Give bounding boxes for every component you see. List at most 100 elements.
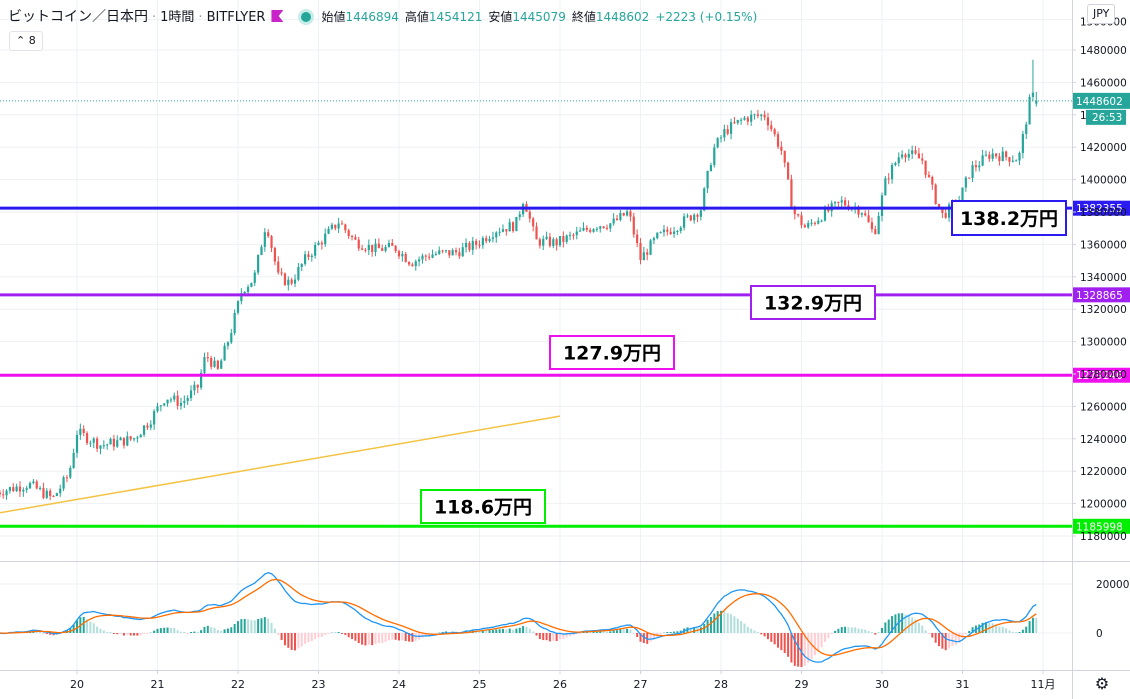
- candle-body: [478, 244, 481, 246]
- macd-histogram-bar: [391, 633, 394, 640]
- macd-histogram-bar: [854, 627, 857, 633]
- candle-body: [310, 255, 313, 257]
- macd-histogram-bar: [488, 629, 491, 633]
- candle-body: [860, 213, 863, 215]
- currency-button[interactable]: JPY: [1087, 4, 1116, 24]
- macd-histogram-bar: [894, 614, 897, 633]
- macd-histogram-bar: [300, 633, 303, 647]
- candle-body: [112, 438, 115, 447]
- macd-histogram-bar: [283, 633, 286, 646]
- candle-body: [1031, 92, 1035, 97]
- macd-histogram-bar: [277, 633, 280, 636]
- candle-body: [786, 162, 790, 180]
- macd-histogram-bar: [387, 633, 390, 641]
- candle-body: [314, 244, 317, 256]
- gear-icon[interactable]: ⚙: [1094, 674, 1110, 693]
- macd-histogram-bar: [344, 633, 347, 635]
- macd-histogram-bar: [414, 633, 417, 641]
- macd-histogram-bar: [1021, 629, 1024, 633]
- candle-body: [142, 425, 146, 435]
- macd-histogram-bar: [357, 633, 360, 644]
- macd-histogram-bar: [599, 631, 602, 633]
- macd-histogram-bar: [444, 631, 447, 633]
- candle-body: [1021, 133, 1024, 154]
- exchange-label: BITFLYER: [206, 10, 266, 25]
- candle-body: [85, 433, 89, 444]
- macd-histogram-bar: [491, 629, 494, 633]
- candle-body: [783, 150, 786, 163]
- macd-histogram-bar: [532, 631, 535, 633]
- interval-label[interactable]: 1時間: [160, 10, 195, 25]
- candle-body: [468, 242, 471, 250]
- macd-histogram-bar: [978, 624, 981, 633]
- macd-histogram-bar: [589, 632, 592, 633]
- candle-body: [471, 240, 474, 250]
- candle-body: [1011, 160, 1014, 162]
- candle-body: [1035, 100, 1038, 104]
- macd-histogram-bar: [830, 633, 833, 635]
- candle-body: [535, 226, 538, 240]
- macd-histogram-bar: [931, 633, 934, 638]
- candle-body: [230, 333, 233, 343]
- macd-histogram-bar: [210, 627, 213, 633]
- candle-body: [49, 490, 52, 496]
- candle-body: [371, 244, 374, 252]
- macd-histogram-bar: [605, 631, 608, 633]
- candle-body: [689, 215, 692, 221]
- macd-histogram-bar: [408, 633, 411, 642]
- macd-histogram-bar: [220, 630, 223, 633]
- candle-body: [505, 229, 508, 232]
- macd-histogram-bar: [287, 633, 290, 648]
- candle-body: [579, 230, 582, 232]
- candle-body: [357, 239, 360, 249]
- candle-body: [451, 250, 454, 256]
- candle-body: [941, 207, 944, 214]
- macd-histogram-bar: [760, 633, 763, 635]
- symbol-name[interactable]: ビットコイン／日本円: [8, 9, 148, 25]
- macd-histogram-bar: [971, 627, 974, 633]
- macd-histogram-bar: [364, 633, 367, 646]
- candle-body: [1025, 124, 1028, 134]
- macd-histogram-bar: [381, 633, 384, 644]
- macd-histogram-bar: [186, 633, 189, 634]
- macd-histogram-bar: [317, 633, 320, 638]
- macd-histogram-bar: [320, 633, 323, 637]
- macd-histogram-bar: [159, 628, 162, 633]
- candle-body: [136, 437, 139, 439]
- macd-histogram-bar: [673, 631, 676, 633]
- candle-body: [381, 248, 384, 251]
- volume-indicator-badge[interactable]: ⌃ 8: [9, 31, 43, 51]
- macd-histogram-bar: [310, 633, 313, 642]
- candle-body: [257, 254, 260, 273]
- candle-body: [988, 154, 991, 159]
- flag-icon[interactable]: [271, 10, 284, 22]
- macd-histogram-bar: [817, 633, 820, 652]
- macd-histogram-bar: [304, 633, 307, 644]
- macd-histogram-bar: [196, 631, 199, 633]
- macd-histogram-bar: [1011, 631, 1014, 633]
- candle-body: [870, 222, 874, 230]
- candle-body: [270, 236, 273, 248]
- candle-body: [947, 204, 951, 218]
- candle-body: [384, 246, 387, 251]
- macd-histogram-bar: [384, 633, 387, 642]
- candle-body: [1028, 96, 1031, 125]
- candle-body: [807, 223, 810, 228]
- candle-body: [290, 279, 293, 284]
- macd-histogram-bar: [693, 627, 696, 633]
- macd-histogram-bar: [206, 625, 209, 633]
- macd-histogram-bar: [505, 629, 508, 633]
- level-axis-label: 1328865: [1076, 290, 1123, 302]
- macd-histogram-bar: [743, 623, 746, 633]
- macd-histogram-bar: [518, 627, 521, 633]
- macd-histogram-bar: [334, 632, 337, 633]
- candle-body: [374, 243, 377, 252]
- macd-histogram-bar: [1015, 632, 1018, 633]
- price-axis-label: 1360000: [1080, 239, 1127, 251]
- candle-body: [961, 187, 964, 202]
- macd-histogram-bar: [377, 633, 380, 644]
- candle-body: [548, 236, 552, 246]
- candle-body: [139, 434, 142, 438]
- candle-body: [740, 119, 743, 121]
